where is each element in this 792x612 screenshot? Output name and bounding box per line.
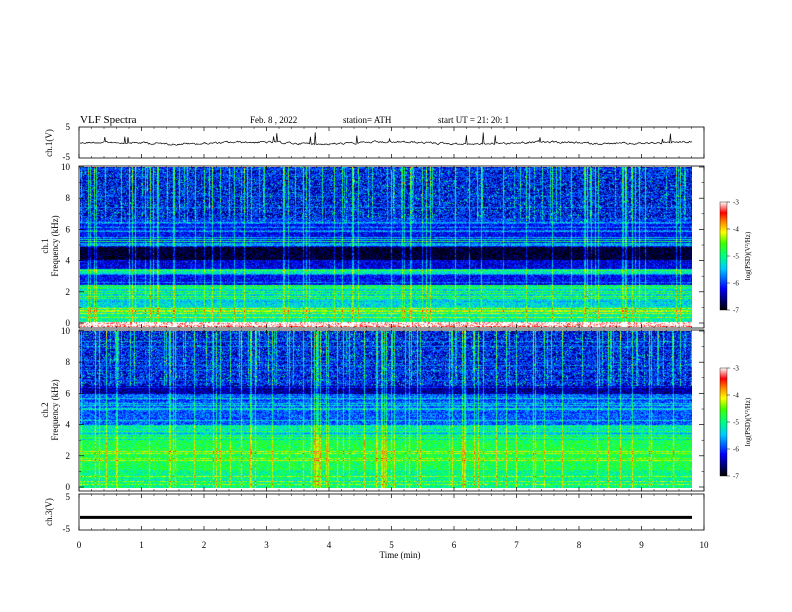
ch1-colorbar-label: log(PSD)(V²/Hz) — [744, 231, 752, 280]
ch2-channel-label: ch.2 — [40, 402, 50, 417]
frequency-tick-label: 10 — [61, 162, 71, 172]
ch1-ytick-5: 5 — [66, 122, 71, 132]
ch3-voltage-panel: 5 -5 ch.3(V) — [44, 492, 705, 534]
ch1-ytick-minus5: -5 — [63, 152, 71, 162]
ch1-voltage-ylabel: ch.1(V) — [44, 129, 54, 157]
time-tick-label: 6 — [452, 540, 457, 550]
time-tick-label: 0 — [77, 540, 82, 550]
frequency-tick-label: 4 — [66, 420, 71, 430]
time-tick-label: 9 — [639, 540, 644, 550]
colorbar-tick-label: -5 — [733, 419, 739, 427]
colorbar-tick-label: -3 — [733, 365, 739, 373]
colorbar-tick-label: -4 — [733, 226, 739, 234]
colorbar-tick-label: -3 — [733, 199, 739, 207]
colorbar-tick-label: -6 — [733, 446, 739, 454]
frequency-tick-label: 2 — [66, 287, 71, 297]
ch1-spectrogram-yticks: 0 2 4 6 8 10 — [61, 162, 704, 328]
time-axis-label: Time (min) — [380, 550, 421, 560]
ch1-spectrogram-image — [80, 167, 692, 327]
header-station: station= ATH — [343, 115, 392, 125]
time-tick-label: 3 — [264, 540, 269, 550]
ch1-colorbar — [719, 201, 728, 311]
time-tick-label: 1 — [139, 540, 144, 550]
ch2-colorbar — [719, 367, 728, 477]
ch1-voltage-panel: 5 -5 ch.1(V) — [44, 122, 705, 162]
colorbar-tick-label: -5 — [733, 253, 739, 261]
ch1-voltage-trace — [79, 132, 693, 146]
ch2-colorbar-ticks: -3 -4 -5 -6 -7 — [727, 365, 739, 481]
ch2-frequency-ylabel: Frequency (kHz) — [50, 379, 60, 440]
ch1-channel-label: ch.1 — [40, 238, 50, 253]
ch1-colorbar-ticks: -3 -4 -5 -6 -7 — [727, 199, 739, 315]
frequency-tick-label: 6 — [66, 224, 71, 234]
frequency-tick-label: 2 — [66, 451, 71, 461]
time-tick-label: 10 — [700, 540, 710, 550]
time-tick-label: 2 — [202, 540, 207, 550]
frequency-tick-label: 10 — [61, 326, 71, 336]
colorbar-tick-label: -4 — [733, 392, 739, 400]
frequency-tick-label: 4 — [66, 256, 71, 266]
time-tick-label: 8 — [577, 540, 582, 550]
ch3-ytick-5: 5 — [66, 492, 71, 502]
ch2-spectrogram-yticks: 0 2 4 6 8 10 — [61, 326, 704, 492]
ch2-colorbar-label: log(PSD)(V²/Hz) — [744, 397, 752, 446]
ch3-voltage-frame — [78, 493, 705, 531]
time-tick-label: 4 — [327, 540, 332, 550]
header-start-time: start UT = 21: 20: 1 — [438, 115, 509, 125]
frequency-tick-label: 8 — [66, 357, 71, 367]
ch3-ytick-minus5: -5 — [63, 524, 71, 534]
header-date: Feb. 8 , 2022 — [250, 115, 297, 125]
ch1-frequency-ylabel: Frequency (kHz) — [50, 215, 60, 276]
frequency-tick-label: 0 — [66, 318, 71, 328]
frequency-tick-label: 6 — [66, 388, 71, 398]
frequency-tick-label: 8 — [66, 193, 71, 203]
colorbar-tick-label: -7 — [733, 473, 739, 481]
time-tick-label: 7 — [514, 540, 519, 550]
time-tick-label: 5 — [389, 540, 394, 550]
time-axis-ticks: 0 1 2 3 4 5 6 7 8 9 10 — [77, 127, 709, 550]
ch2-spectrogram-image — [80, 331, 692, 488]
colorbar-tick-label: -6 — [733, 280, 739, 288]
figure-title: VLF Spectra — [80, 114, 137, 126]
ch3-voltage-ylabel: ch.3(V) — [44, 498, 54, 526]
frequency-tick-label: 0 — [66, 482, 71, 492]
colorbar-tick-label: -7 — [733, 307, 739, 315]
